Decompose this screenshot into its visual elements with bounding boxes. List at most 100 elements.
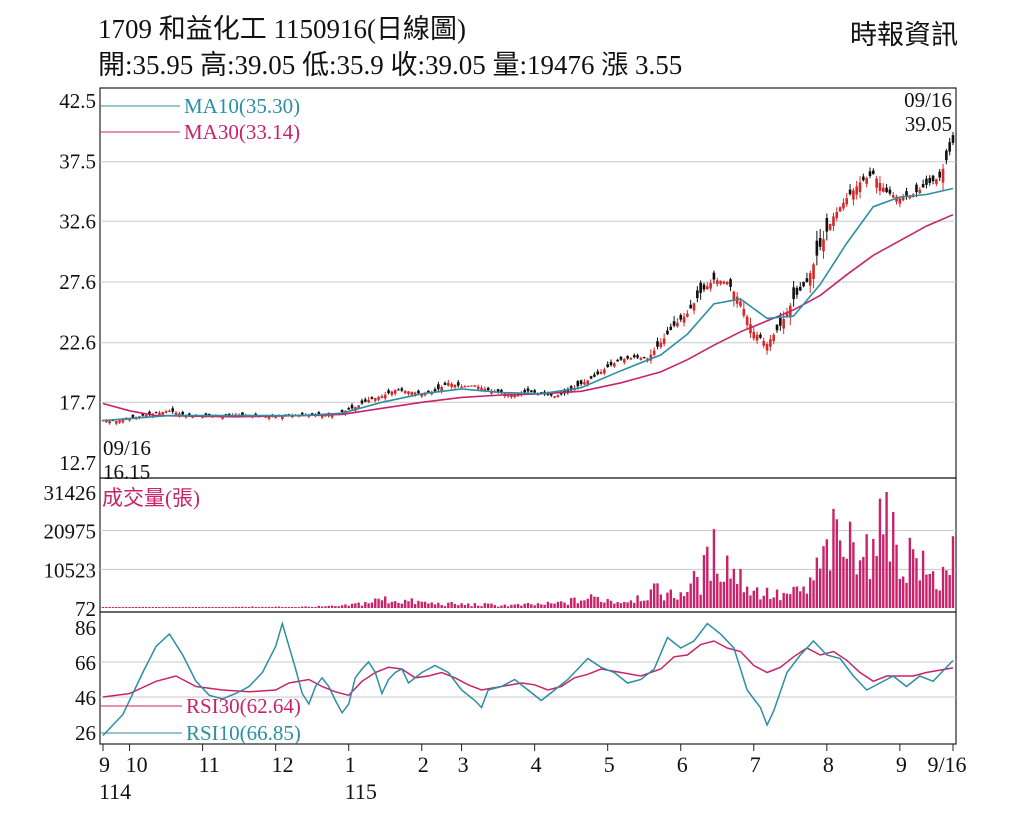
price-tick-label: 37.5 xyxy=(59,150,96,174)
candle-body xyxy=(566,389,570,393)
candle-body xyxy=(181,411,184,415)
candle-body xyxy=(792,287,795,300)
candle-body xyxy=(815,240,819,256)
volume-bar xyxy=(699,594,702,608)
volume-bar xyxy=(218,607,221,608)
volume-bar xyxy=(706,546,709,608)
volume-bar xyxy=(550,603,553,608)
volume-bar xyxy=(799,591,802,608)
candle-body xyxy=(689,304,692,309)
candle-body xyxy=(510,394,513,398)
volume-bar xyxy=(772,597,775,608)
rsi-panel-frame xyxy=(99,611,957,745)
candle-body xyxy=(380,396,384,398)
volume-bar xyxy=(443,606,447,608)
ma10-line xyxy=(102,187,954,422)
volume-tick-label: 72 xyxy=(75,597,96,621)
candle-body xyxy=(470,385,473,387)
volume-bar xyxy=(198,607,201,608)
volume-bar xyxy=(274,606,277,608)
candle-body xyxy=(729,279,732,287)
volume-bar xyxy=(310,607,314,608)
candle-body xyxy=(686,313,689,317)
candle-body xyxy=(427,390,430,393)
candle-body xyxy=(888,189,892,194)
candle-body xyxy=(141,413,145,416)
volume-bar xyxy=(294,607,297,608)
volume-bar xyxy=(261,606,264,608)
volume-bar xyxy=(334,606,337,608)
candle-body xyxy=(417,390,420,394)
candle-body xyxy=(579,380,583,385)
candle-body xyxy=(174,412,178,415)
volume-bar xyxy=(227,607,231,608)
volume-bar xyxy=(719,581,722,608)
volume-bar xyxy=(865,534,868,608)
volume-bar xyxy=(669,589,672,608)
candle-body xyxy=(722,281,726,284)
volume-bar xyxy=(540,604,543,608)
high-value-annotation: 39.05 xyxy=(905,112,952,136)
volume-bar xyxy=(838,540,842,608)
candle-body xyxy=(413,392,417,396)
candle-body xyxy=(742,309,746,316)
volume-bar xyxy=(350,603,354,608)
candle-body xyxy=(868,171,872,177)
volume-bar xyxy=(805,593,809,608)
volume-bar xyxy=(516,603,520,608)
candle-body xyxy=(752,331,756,339)
volume-bar xyxy=(752,590,755,608)
candle-body xyxy=(450,383,453,388)
candle-body xyxy=(712,272,716,280)
volume-bar xyxy=(749,595,752,608)
volume-bar xyxy=(686,591,689,608)
candle-body xyxy=(599,371,603,375)
ma10-series xyxy=(102,187,954,422)
candle-body xyxy=(881,187,885,192)
volume-bar xyxy=(247,607,251,608)
volume-bar xyxy=(357,602,360,608)
candle-body xyxy=(808,273,812,286)
candle-body xyxy=(483,388,487,392)
candle-body xyxy=(204,413,208,416)
candle-body xyxy=(739,301,742,307)
candle-body xyxy=(373,398,377,401)
volume-bar xyxy=(447,602,450,608)
x-tick-label: 6 xyxy=(677,752,688,777)
volume-bar xyxy=(576,603,580,608)
volume-bar xyxy=(901,576,905,608)
candlestick-series xyxy=(101,131,955,426)
candle-body xyxy=(891,195,895,198)
volume-bar xyxy=(307,606,311,608)
volume-bar xyxy=(593,596,596,608)
volume-bar xyxy=(659,594,663,608)
candle-body xyxy=(656,341,659,347)
rsi10-legend: RSI10(66.85) xyxy=(186,721,301,745)
volume-bar xyxy=(301,606,304,608)
candle-body xyxy=(749,324,752,334)
volume-bar xyxy=(347,605,350,608)
candle-body xyxy=(619,356,623,360)
candle-body xyxy=(496,389,500,392)
x-tick-label: 11 xyxy=(199,752,220,777)
candle-body xyxy=(148,411,151,415)
volume-bar xyxy=(775,589,779,608)
candle-body xyxy=(659,342,663,348)
volume-bar xyxy=(231,607,234,608)
volume-bar xyxy=(762,595,765,608)
candle-body xyxy=(164,411,168,413)
volume-bar xyxy=(583,600,586,608)
candle-body xyxy=(320,415,324,418)
volume-bar xyxy=(925,574,928,608)
volume-bar xyxy=(440,604,443,608)
volume-bar xyxy=(115,607,118,608)
volume-bar xyxy=(360,605,364,608)
volume-bar xyxy=(649,589,653,608)
volume-bar xyxy=(503,604,506,608)
candle-body xyxy=(437,384,440,390)
volume-bar xyxy=(716,573,719,608)
candle-body xyxy=(825,217,829,232)
volume-bar xyxy=(682,596,686,608)
candle-body xyxy=(915,184,918,193)
